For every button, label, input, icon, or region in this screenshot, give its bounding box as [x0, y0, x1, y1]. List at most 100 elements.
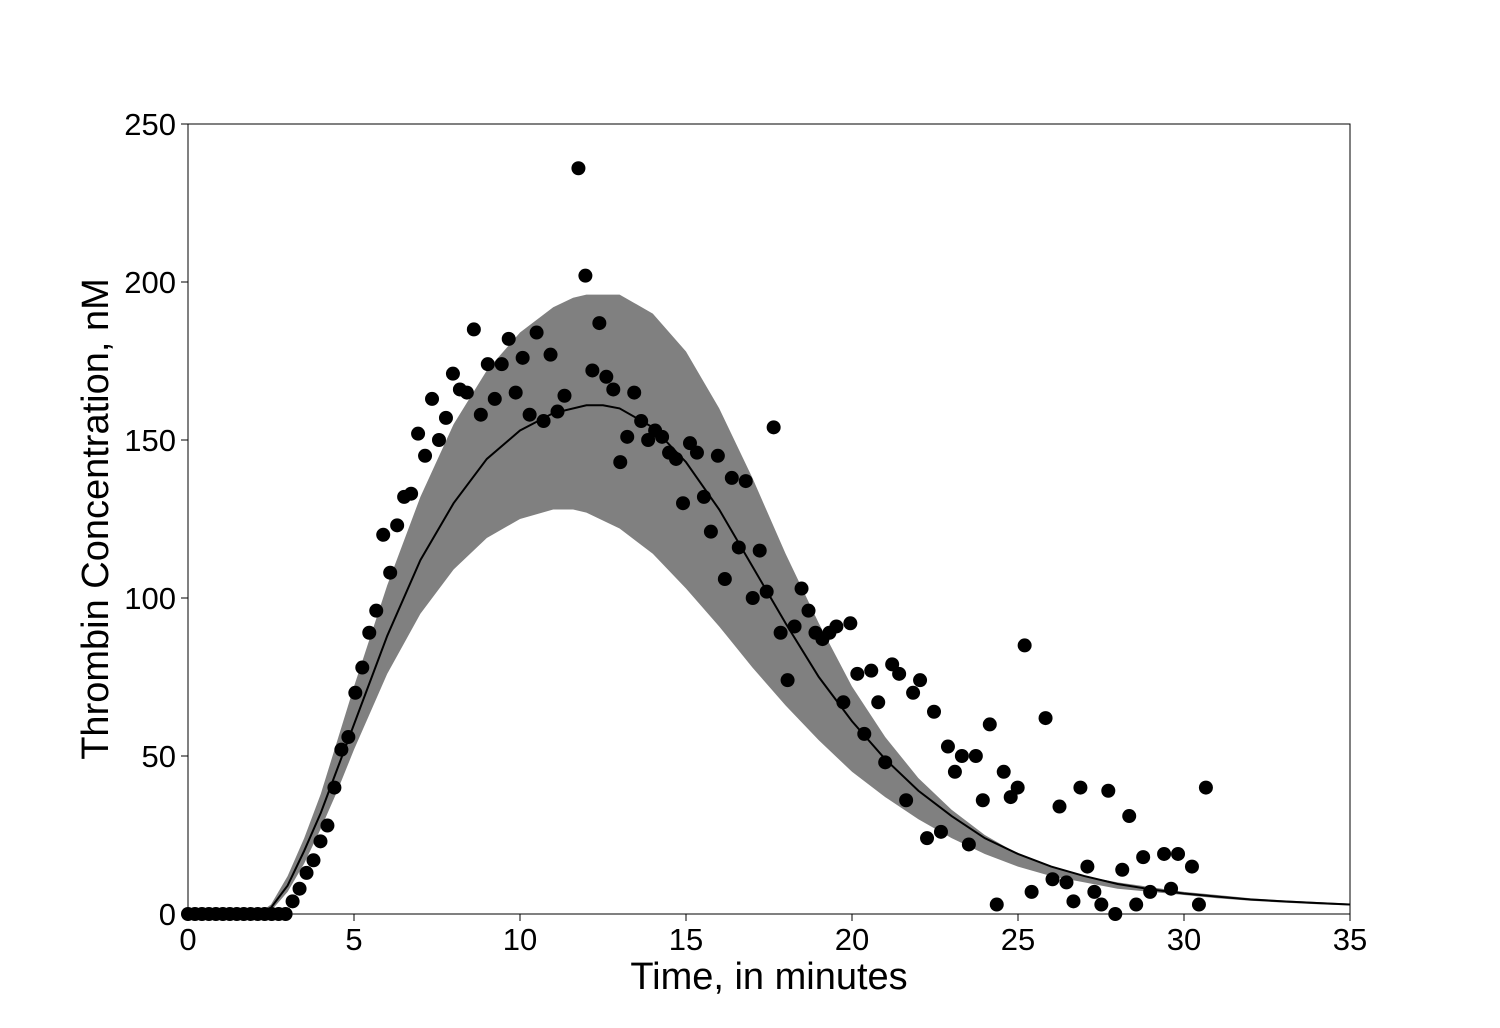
- data-point: [1157, 846, 1172, 861]
- data-point: [445, 366, 460, 381]
- data-point: [522, 407, 537, 422]
- x-axis-title: Time, in minutes: [630, 956, 907, 998]
- data-point: [801, 603, 816, 618]
- data-point: [341, 730, 356, 745]
- y-axis: 0 50 100 150 200 250: [124, 107, 188, 932]
- data-point: [710, 448, 725, 463]
- data-point: [933, 824, 948, 839]
- data-point: [515, 350, 530, 365]
- x-tick-label: 30: [1167, 922, 1201, 957]
- plot-area: [181, 161, 1351, 921]
- y-tick-label: 150: [124, 423, 176, 458]
- data-point: [975, 793, 990, 808]
- y-tick-label: 100: [124, 581, 176, 616]
- data-point: [571, 161, 586, 176]
- data-point: [1017, 638, 1032, 653]
- data-point: [494, 357, 509, 372]
- data-point: [585, 363, 600, 378]
- data-point: [669, 451, 684, 466]
- data-point: [508, 385, 523, 400]
- data-point: [787, 619, 802, 634]
- data-point: [954, 749, 969, 763]
- data-point: [404, 486, 419, 501]
- plot-frame: [187, 123, 1351, 915]
- x-axis: 0 5 10 15 20 25 30 35: [179, 914, 1367, 957]
- data-point: [550, 404, 565, 419]
- data-point: [1136, 850, 1151, 865]
- data-point: [968, 749, 983, 763]
- data-point: [536, 414, 551, 429]
- data-point: [1143, 884, 1158, 899]
- data-point: [864, 663, 879, 678]
- data-point: [1052, 799, 1067, 814]
- data-point: [1038, 711, 1053, 726]
- x-tick-label: 10: [503, 922, 537, 957]
- data-point: [383, 565, 398, 580]
- data-point: [1115, 862, 1130, 877]
- data-point: [1101, 783, 1116, 798]
- data-point: [780, 673, 795, 688]
- data-point: [996, 764, 1011, 779]
- confidence-band: [188, 294, 1350, 914]
- data-point: [752, 543, 767, 558]
- data-point: [947, 764, 962, 779]
- y-tick-label: 0: [159, 897, 176, 932]
- data-point: [313, 834, 328, 849]
- data-point: [961, 837, 976, 852]
- data-point: [759, 584, 774, 599]
- data-point: [473, 407, 488, 422]
- data-point: [334, 742, 349, 757]
- data-point: [369, 603, 384, 618]
- data-point: [773, 625, 788, 640]
- data-point: [920, 831, 935, 846]
- data-point: [738, 474, 753, 489]
- data-point: [731, 540, 746, 555]
- x-tick-label: 25: [1001, 922, 1035, 957]
- data-point: [1164, 881, 1179, 896]
- data-point: [766, 420, 781, 435]
- data-point: [376, 527, 391, 542]
- data-point: [431, 433, 446, 447]
- data-point: [418, 448, 433, 463]
- data-point: [348, 685, 363, 700]
- data-point: [320, 818, 335, 833]
- data-point: [829, 619, 844, 634]
- data-point: [717, 572, 732, 587]
- data-point: [1198, 780, 1213, 795]
- data-point: [620, 429, 635, 444]
- data-point: [655, 429, 670, 444]
- data-point: [703, 524, 718, 539]
- data-point: [634, 414, 649, 429]
- data-point: [892, 666, 907, 681]
- data-point: [1129, 897, 1144, 912]
- y-axis-title: Thrombin Concentration, nM: [75, 278, 117, 760]
- data-point: [292, 881, 307, 896]
- data-point: [285, 894, 300, 909]
- data-point: [1094, 897, 1109, 912]
- data-point: [794, 581, 809, 596]
- data-point: [390, 518, 405, 533]
- data-point: [501, 331, 516, 346]
- data-point: [438, 410, 453, 425]
- data-point: [299, 865, 314, 880]
- data-point: [745, 591, 760, 605]
- x-tick-label: 0: [179, 922, 196, 957]
- data-point: [1045, 872, 1060, 887]
- data-point: [836, 695, 851, 710]
- data-point: [627, 385, 642, 400]
- data-point: [1080, 859, 1095, 874]
- data-point: [411, 426, 426, 441]
- data-point: [543, 347, 558, 362]
- data-point: [850, 666, 865, 681]
- data-point: [1024, 884, 1039, 899]
- data-point: [1010, 780, 1025, 795]
- data-point: [327, 780, 342, 795]
- data-point: [425, 391, 440, 406]
- data-point: [927, 704, 942, 719]
- data-point: [696, 489, 711, 504]
- data-point: [1122, 809, 1137, 824]
- data-point: [592, 316, 607, 331]
- data-point: [487, 391, 502, 406]
- data-point: [1171, 846, 1186, 861]
- data-point: [355, 660, 370, 675]
